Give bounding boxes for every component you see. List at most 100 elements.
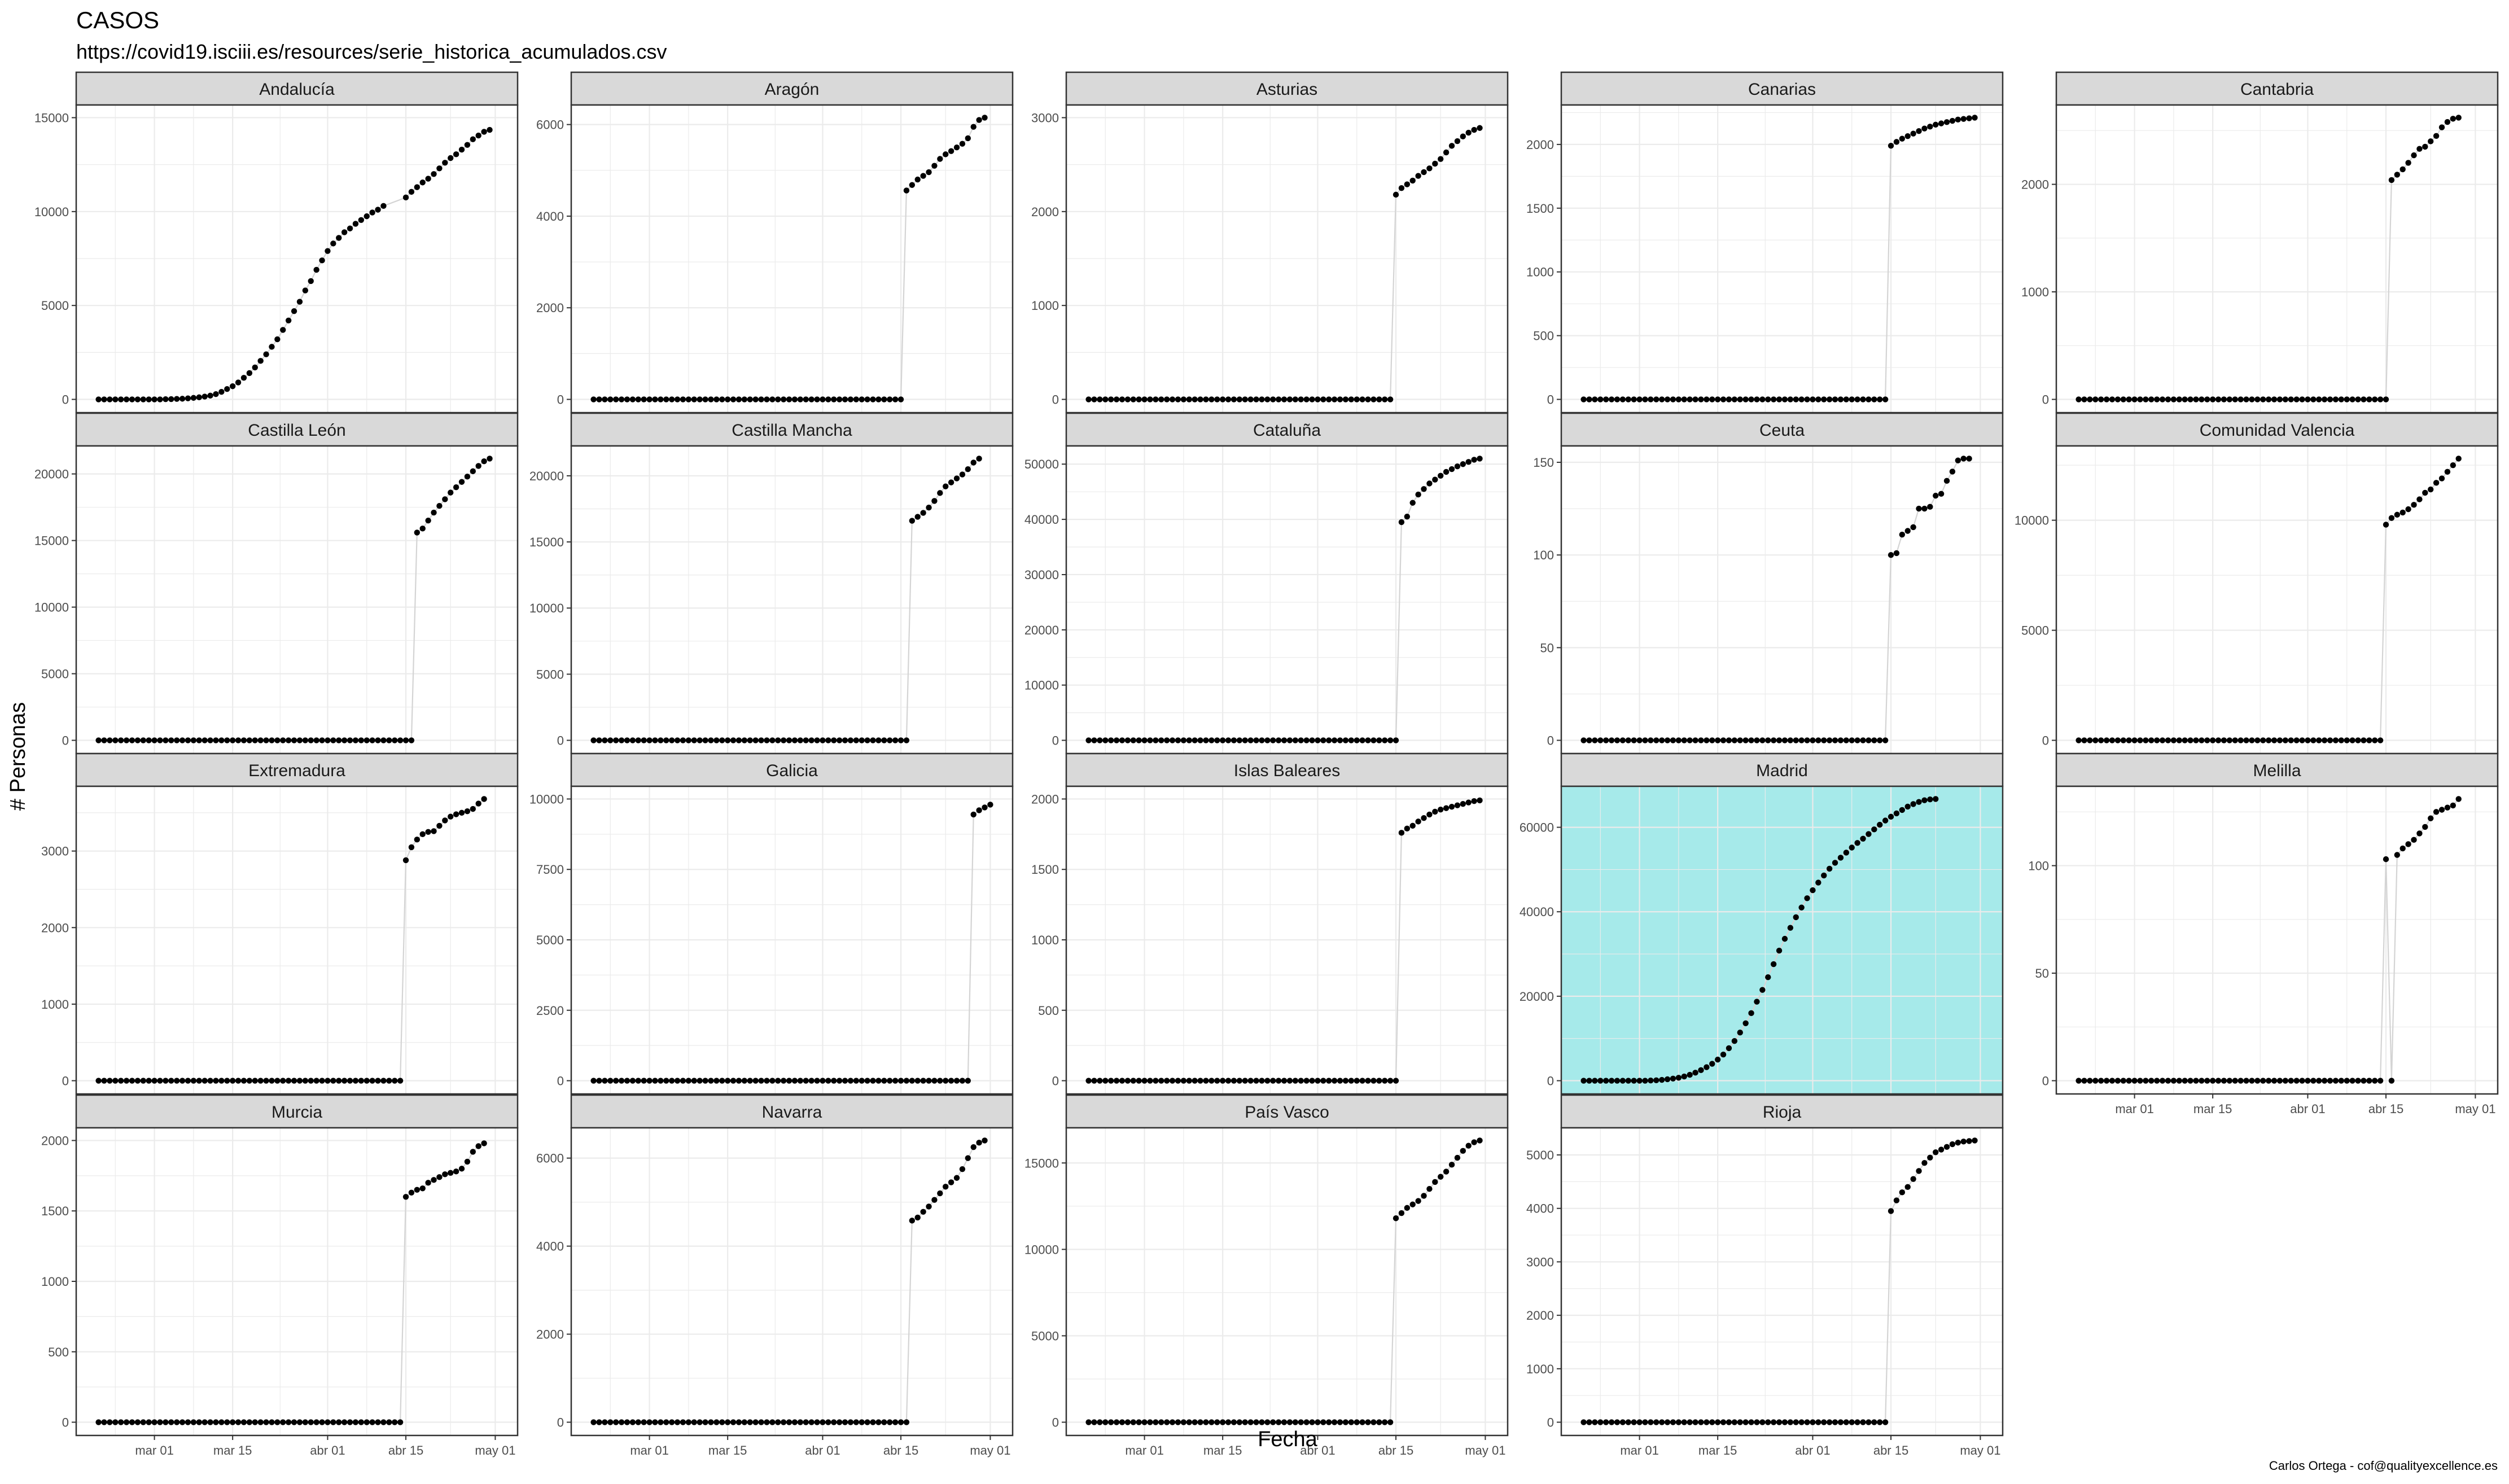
data-point	[1642, 1419, 1648, 1425]
data-point	[808, 396, 815, 402]
data-point	[859, 737, 865, 743]
data-point	[1348, 396, 1355, 402]
data-point	[2182, 1078, 2188, 1084]
data-point	[1203, 1419, 1209, 1425]
data-point	[1742, 1419, 1749, 1425]
data-point	[1681, 396, 1687, 402]
panel-background	[1066, 446, 1508, 754]
data-point	[1471, 457, 1477, 463]
data-point	[2271, 396, 2278, 402]
data-point	[1130, 737, 1136, 743]
data-point	[1309, 1078, 1315, 1084]
data-point	[831, 1419, 837, 1425]
data-point	[1432, 160, 1438, 167]
data-point	[629, 1078, 636, 1084]
x-tick-label: may 01	[970, 1443, 1010, 1457]
data-point	[1904, 1184, 1911, 1190]
data-point	[1315, 396, 1321, 402]
data-point	[134, 1419, 141, 1425]
data-point	[825, 1419, 831, 1425]
data-point	[764, 1419, 770, 1425]
data-point	[2131, 396, 2138, 402]
data-point	[786, 1419, 792, 1425]
data-point	[1960, 1139, 1967, 1145]
data-point	[791, 1419, 798, 1425]
data-point	[1124, 1078, 1131, 1084]
data-point	[1631, 396, 1637, 402]
data-point	[453, 811, 459, 817]
data-point	[2221, 1078, 2227, 1084]
data-point	[392, 1419, 398, 1425]
data-point	[442, 1171, 448, 1177]
data-point	[425, 517, 431, 524]
data-point	[612, 396, 619, 402]
data-point	[2165, 737, 2171, 743]
data-point	[151, 1078, 157, 1084]
data-point	[2092, 737, 2099, 743]
data-point	[2103, 1078, 2110, 1084]
data-point	[887, 396, 893, 402]
data-point	[1393, 191, 1399, 198]
data-point	[1904, 133, 1911, 139]
data-point	[2137, 737, 2143, 743]
data-point	[330, 1419, 336, 1425]
data-point	[1415, 818, 1421, 825]
data-point	[1097, 396, 1103, 402]
data-point	[1821, 396, 1827, 402]
data-point	[112, 396, 119, 402]
data-point	[246, 1419, 253, 1425]
data-points	[1580, 456, 1972, 743]
data-point	[1921, 797, 1928, 803]
data-point	[274, 336, 281, 343]
data-point	[1737, 737, 1743, 743]
data-point	[1438, 806, 1444, 813]
data-point	[1692, 1419, 1698, 1425]
data-point	[752, 396, 759, 402]
data-point	[1837, 1419, 1844, 1425]
data-point	[943, 1078, 949, 1084]
data-point	[2170, 737, 2177, 743]
data-point	[1888, 551, 1894, 558]
data-point	[1359, 396, 1365, 402]
facet-label: Andalucía	[259, 80, 335, 99]
y-tick-label: 2000	[1031, 205, 1059, 219]
x-tick-label: mar 15	[1203, 1443, 1242, 1457]
data-point	[1871, 737, 1877, 743]
data-point	[1731, 396, 1738, 402]
data-point	[185, 1078, 191, 1084]
data-point	[1949, 1141, 1956, 1148]
data-point	[2131, 1078, 2138, 1084]
data-point	[218, 1419, 225, 1425]
data-point	[436, 1174, 443, 1180]
data-point	[464, 1158, 471, 1165]
data-point	[285, 1078, 292, 1084]
data-point	[263, 351, 269, 357]
data-point	[1664, 396, 1671, 402]
data-point	[117, 396, 124, 402]
data-point	[2411, 837, 2417, 843]
data-point	[953, 145, 960, 151]
data-point	[820, 737, 826, 743]
data-point	[269, 737, 275, 743]
data-point	[1586, 1078, 1592, 1084]
data-points	[590, 115, 988, 402]
data-point	[1675, 1075, 1682, 1081]
data-point	[943, 151, 949, 157]
data-point	[1625, 737, 1631, 743]
data-point	[1608, 396, 1615, 402]
y-axis-label: # Personas	[6, 702, 30, 811]
data-point	[741, 1419, 748, 1425]
data-point	[1943, 119, 1950, 125]
panel-border	[570, 1127, 1014, 1437]
data-point	[1804, 737, 1810, 743]
data-point	[953, 475, 960, 481]
data-point	[101, 396, 107, 402]
y-tick-label: 1500	[1031, 863, 1059, 877]
data-point	[1714, 1419, 1721, 1425]
y-tick-label: 3000	[41, 844, 69, 859]
data-point	[635, 1078, 641, 1084]
data-point	[475, 132, 481, 139]
data-point	[1748, 1419, 1754, 1425]
